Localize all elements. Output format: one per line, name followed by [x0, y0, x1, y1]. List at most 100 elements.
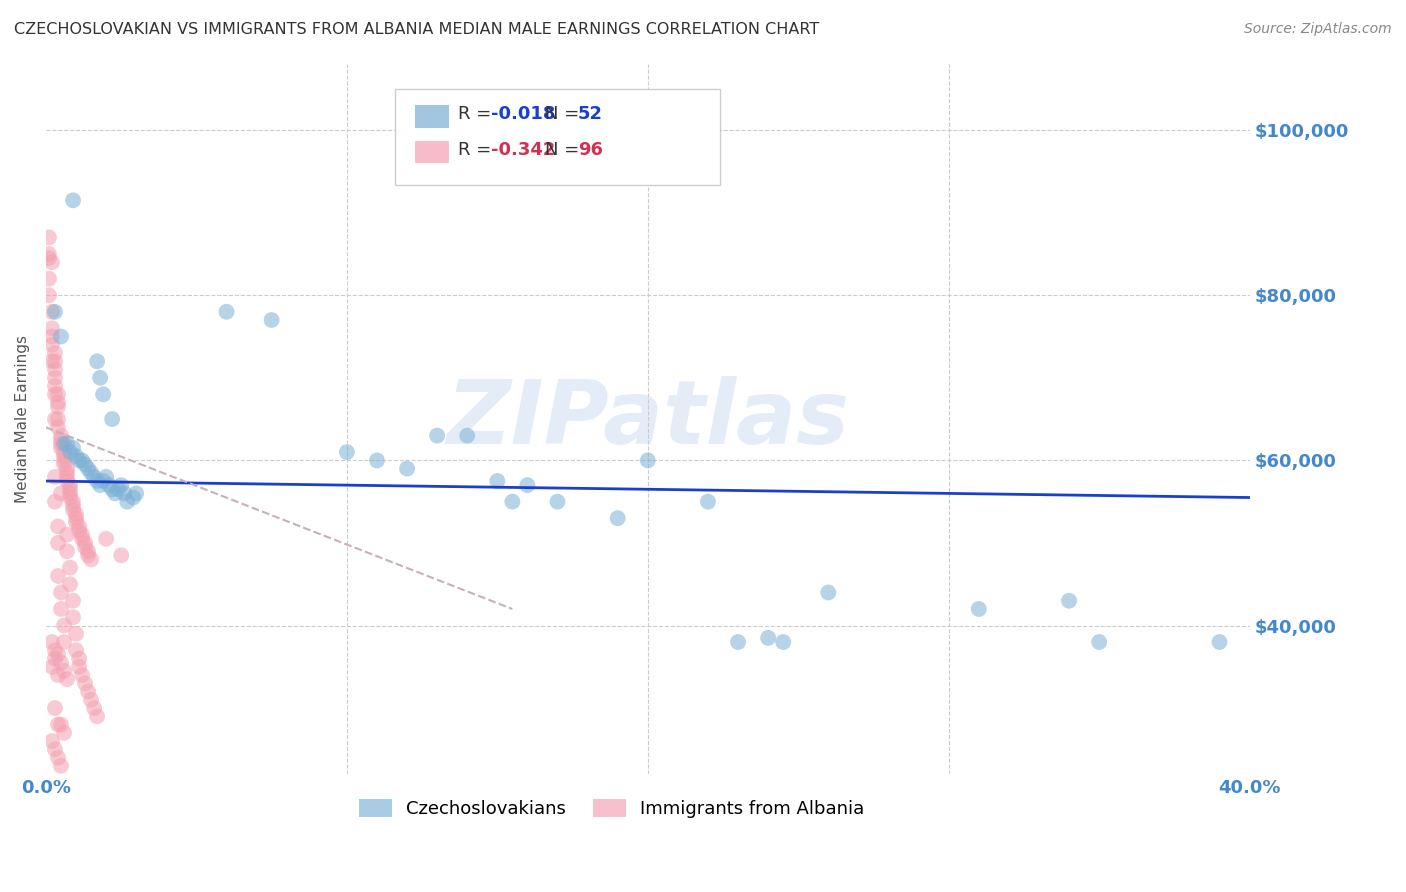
- Point: [77, 549, 100, 563]
- Point: [56, 437, 79, 451]
- Point: [44, 379, 66, 393]
- Point: [65, 507, 87, 521]
- Point: [606, 511, 628, 525]
- Point: [101, 483, 124, 497]
- Point: [46, 717, 69, 731]
- Point: [547, 494, 569, 508]
- Point: [49, 441, 72, 455]
- Point: [56, 466, 79, 480]
- Point: [366, 453, 388, 467]
- Point: [75, 458, 97, 472]
- Point: [426, 428, 449, 442]
- Point: [110, 549, 132, 563]
- Point: [46, 395, 69, 409]
- Point: [94, 470, 117, 484]
- Point: [56, 461, 79, 475]
- Point: [101, 412, 124, 426]
- Point: [53, 726, 76, 740]
- Text: R =: R =: [457, 141, 496, 159]
- Point: [86, 354, 108, 368]
- Text: CZECHOSLOVAKIAN VS IMMIGRANTS FROM ALBANIA MEDIAN MALE EARNINGS CORRELATION CHAR: CZECHOSLOVAKIAN VS IMMIGRANTS FROM ALBAN…: [14, 22, 820, 37]
- Point: [59, 483, 82, 497]
- Point: [49, 602, 72, 616]
- Point: [41, 734, 63, 748]
- Point: [38, 247, 60, 261]
- Point: [49, 486, 72, 500]
- Point: [49, 329, 72, 343]
- Point: [53, 453, 76, 467]
- Point: [67, 453, 90, 467]
- Point: [46, 387, 69, 401]
- Text: Source: ZipAtlas.com: Source: ZipAtlas.com: [1244, 22, 1392, 37]
- Point: [46, 750, 69, 764]
- Point: [62, 441, 84, 455]
- Point: [46, 400, 69, 414]
- Point: [62, 503, 84, 517]
- Point: [77, 461, 100, 475]
- Text: ZIPatlas: ZIPatlas: [446, 376, 849, 463]
- Point: [46, 569, 69, 583]
- Point: [110, 478, 132, 492]
- Point: [41, 354, 63, 368]
- Point: [215, 305, 238, 319]
- Point: [59, 491, 82, 505]
- Point: [86, 709, 108, 723]
- Point: [41, 305, 63, 319]
- Point: [56, 672, 79, 686]
- Point: [44, 742, 66, 756]
- Point: [772, 635, 794, 649]
- Text: N =: N =: [546, 105, 585, 123]
- Point: [107, 483, 129, 497]
- Point: [49, 437, 72, 451]
- Point: [44, 362, 66, 376]
- Point: [67, 660, 90, 674]
- Point: [56, 470, 79, 484]
- Text: 52: 52: [578, 105, 603, 123]
- Point: [89, 371, 111, 385]
- Point: [49, 656, 72, 670]
- Point: [49, 433, 72, 447]
- Point: [46, 668, 69, 682]
- Text: -0.018: -0.018: [491, 105, 555, 123]
- Point: [98, 478, 121, 492]
- Point: [65, 626, 87, 640]
- Point: [59, 560, 82, 574]
- Point: [91, 474, 114, 488]
- Point: [53, 437, 76, 451]
- Point: [56, 544, 79, 558]
- Point: [59, 486, 82, 500]
- Point: [817, 585, 839, 599]
- Point: [70, 527, 93, 541]
- Point: [41, 255, 63, 269]
- Point: [80, 466, 103, 480]
- Point: [91, 387, 114, 401]
- Point: [46, 412, 69, 426]
- Point: [44, 470, 66, 484]
- Point: [125, 486, 148, 500]
- Point: [53, 449, 76, 463]
- Point: [38, 288, 60, 302]
- Point: [967, 602, 990, 616]
- Point: [41, 660, 63, 674]
- Point: [44, 346, 66, 360]
- Point: [44, 651, 66, 665]
- Point: [1088, 635, 1111, 649]
- Point: [67, 519, 90, 533]
- Point: [75, 540, 97, 554]
- Point: [1057, 593, 1080, 607]
- Point: [59, 445, 82, 459]
- Point: [75, 676, 97, 690]
- Point: [396, 461, 419, 475]
- Point: [697, 494, 720, 508]
- Point: [65, 511, 87, 525]
- Point: [75, 536, 97, 550]
- Point: [44, 643, 66, 657]
- Point: [53, 458, 76, 472]
- Point: [70, 532, 93, 546]
- Point: [94, 532, 117, 546]
- Legend: Czechoslovakians, Immigrants from Albania: Czechoslovakians, Immigrants from Albani…: [352, 792, 872, 825]
- Point: [112, 486, 135, 500]
- Point: [83, 470, 105, 484]
- Y-axis label: Median Male Earnings: Median Male Earnings: [15, 335, 30, 503]
- Point: [77, 544, 100, 558]
